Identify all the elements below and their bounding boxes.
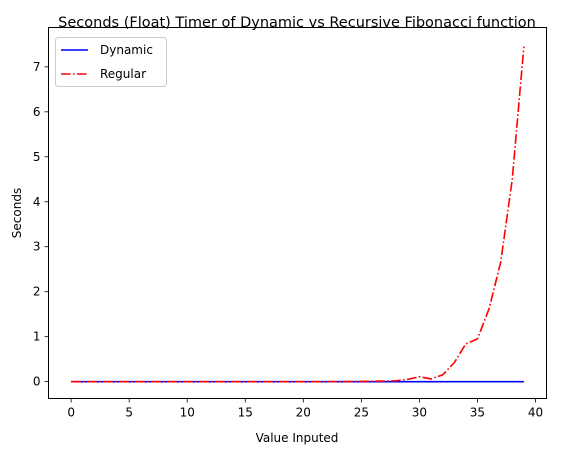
legend: Dynamic Regular: [55, 37, 167, 87]
x-tick-label: 40: [528, 406, 543, 420]
x-tick-label: 0: [67, 406, 75, 420]
plot-area: 0 5 10 15 20 25 30 35 40 0 1 2 3 4 5 6 7: [33, 27, 547, 420]
y-tick-label: 5: [33, 150, 41, 164]
chart-title: Seconds (Float) Timer of Dynamic vs Recu…: [58, 15, 536, 31]
x-tick-label: 35: [470, 406, 485, 420]
y-tick-label: 0: [33, 375, 41, 389]
y-tick-label: 6: [33, 105, 41, 119]
x-tick-label: 10: [180, 406, 195, 420]
legend-label-dynamic: Dynamic: [100, 43, 153, 57]
y-tick-label: 3: [33, 240, 41, 254]
y-axis-ticks: 0 1 2 3 4 5 6 7: [33, 60, 49, 389]
series-line-regular: [71, 46, 525, 383]
y-tick-label: 2: [33, 285, 41, 299]
y-tick-label: 7: [33, 60, 41, 74]
x-tick-label: 5: [125, 406, 133, 420]
x-tick-label: 25: [354, 406, 369, 420]
y-tick-label: 1: [33, 330, 41, 344]
y-axis-label: Seconds: [10, 188, 24, 238]
x-axis-ticks: 0 5 10 15 20 25 30 35 40: [67, 398, 543, 420]
x-tick-label: 15: [238, 406, 253, 420]
x-tick-label: 30: [412, 406, 427, 420]
x-tick-label: 20: [296, 406, 311, 420]
x-axis-label: Value Inputed: [256, 431, 339, 445]
series-layer: [71, 46, 525, 383]
y-tick-label: 4: [33, 195, 41, 209]
legend-label-regular: Regular: [100, 67, 146, 81]
plot-frame: [48, 27, 547, 399]
